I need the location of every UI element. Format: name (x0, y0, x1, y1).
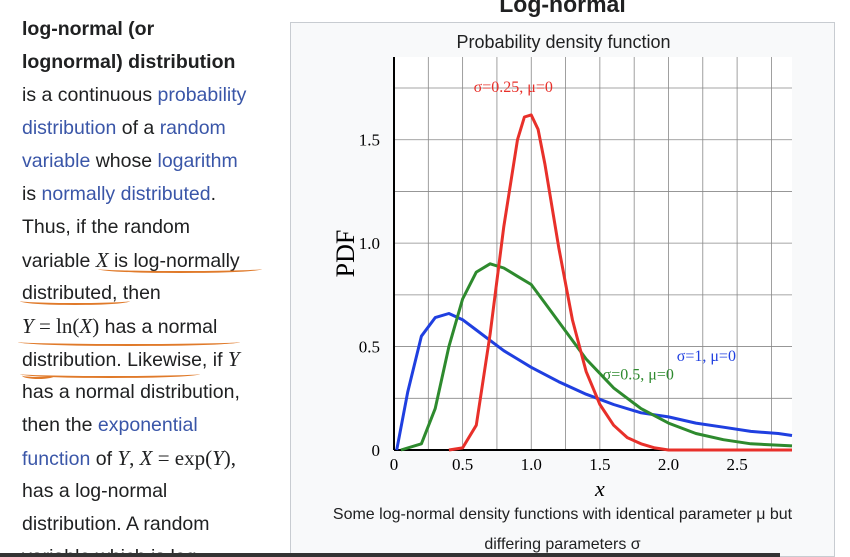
article-line: distribution. A random (22, 512, 210, 536)
article-link[interactable]: logarithm (157, 150, 238, 172)
video-progress-bar[interactable] (0, 553, 780, 557)
article-span: distribution. Likewise, if (22, 349, 228, 371)
article-line: distribution. Likewise, if Y (22, 347, 240, 372)
chart-caption-line2: differing parameters σ (484, 536, 641, 553)
x-tick-label: 1.5 (589, 455, 610, 474)
x-tick-label: 2.0 (658, 455, 679, 474)
article-span: , (129, 446, 140, 470)
x-tick-label: 0 (390, 455, 399, 474)
handwritten-underline (22, 372, 55, 379)
article-span: is (22, 183, 42, 205)
article-span: X (139, 446, 153, 470)
article-line: has a normal distribution, (22, 380, 240, 404)
x-axis-label: x (594, 476, 605, 501)
article-span: is a continuous (22, 84, 158, 106)
article-link[interactable]: probability (157, 84, 247, 106)
article-link[interactable]: variable (22, 150, 91, 172)
article-link[interactable]: function (22, 448, 91, 470)
article-span: ln( (56, 314, 80, 338)
chart-caption: Some log-normal density functions with i… (332, 506, 793, 523)
article-span: Y (117, 446, 130, 470)
article-span: variable which is log- (22, 546, 203, 557)
article-line: is a continuous probability (22, 83, 246, 107)
article-span: whose (90, 150, 158, 172)
article-span: ), (223, 446, 237, 470)
article-span: of a (116, 117, 160, 139)
article-link[interactable]: normally distributed (41, 183, 211, 205)
article-span: has a log-normal (22, 480, 168, 502)
article-span: log-normal (or (22, 18, 155, 40)
handwritten-underline (18, 338, 240, 346)
article-span: ) (92, 314, 100, 338)
article-span: lognormal) distribution (22, 51, 236, 73)
article-line: log-normal (or (22, 17, 154, 41)
article-span: = (33, 314, 57, 338)
article-line: distribution of a random (22, 116, 226, 140)
article-span: X (95, 248, 109, 272)
y-tick-label: 0.5 (359, 338, 380, 357)
article-span: Y (212, 446, 224, 470)
article-span: Y (227, 347, 240, 371)
article-span: distribution. A random (22, 513, 210, 535)
article-line: has a log-normal (22, 479, 167, 503)
article-span: of (90, 448, 118, 470)
article-span: = exp( (152, 446, 213, 470)
article-span: Thus, if the random (22, 216, 190, 238)
series-line (395, 312, 793, 451)
x-tick-label: 0.5 (452, 455, 473, 474)
series-line (400, 262, 793, 452)
article-line: function of Y, X = exp(Y), (22, 446, 236, 471)
handwritten-underline (20, 297, 130, 305)
article-line: variable whose logarithm (22, 149, 238, 173)
series-line (448, 113, 792, 452)
article-span: has a normal distribution, (22, 381, 240, 403)
article-span: . (210, 183, 216, 205)
chart-subtitle: Probability density function (456, 32, 671, 52)
article-line: variable which is log- (22, 545, 203, 557)
x-tick-label: 1.0 (521, 455, 542, 474)
y-tick-label: 1.5 (359, 131, 380, 150)
article-line: lognormal) distribution (22, 50, 235, 74)
article-span: has a normal (99, 316, 218, 338)
article-link[interactable]: distribution (22, 117, 117, 139)
article-link[interactable]: exponential (97, 414, 198, 436)
article-span: X (79, 314, 93, 338)
article-link[interactable]: random (159, 117, 226, 139)
x-tick-label: 2.5 (726, 455, 747, 474)
series-label: σ=0.5, μ=0 (603, 367, 674, 384)
handwritten-underline (20, 370, 200, 378)
series-label: σ=0.25, μ=0 (474, 79, 553, 96)
y-tick-label: 0 (372, 441, 381, 460)
handwritten-underline (98, 265, 262, 273)
y-tick-label: 1.0 (359, 234, 380, 253)
infobox-title: Log-normal (499, 0, 626, 17)
article-line: is normally distributed. (22, 182, 216, 206)
article-line: Y = ln(X) has a normal (22, 314, 217, 339)
article-line: then the exponential (22, 413, 198, 437)
article-span: Y (22, 314, 34, 338)
pdf-chart: 0 0.5 1.0 1.5 2.0 2.5 0 0.5 1.0 1.5 x PDF σ=0.25, μ=… (331, 57, 793, 501)
y-axis-label: PDF (331, 230, 360, 278)
article-span: variable (22, 250, 96, 272)
article-text: log-normal (or lognormal) distribution is … (0, 0, 285, 557)
article-line: Thus, if the random (22, 215, 190, 239)
article-span: then the (22, 414, 98, 436)
series-label: σ=1, μ=0 (677, 348, 736, 365)
